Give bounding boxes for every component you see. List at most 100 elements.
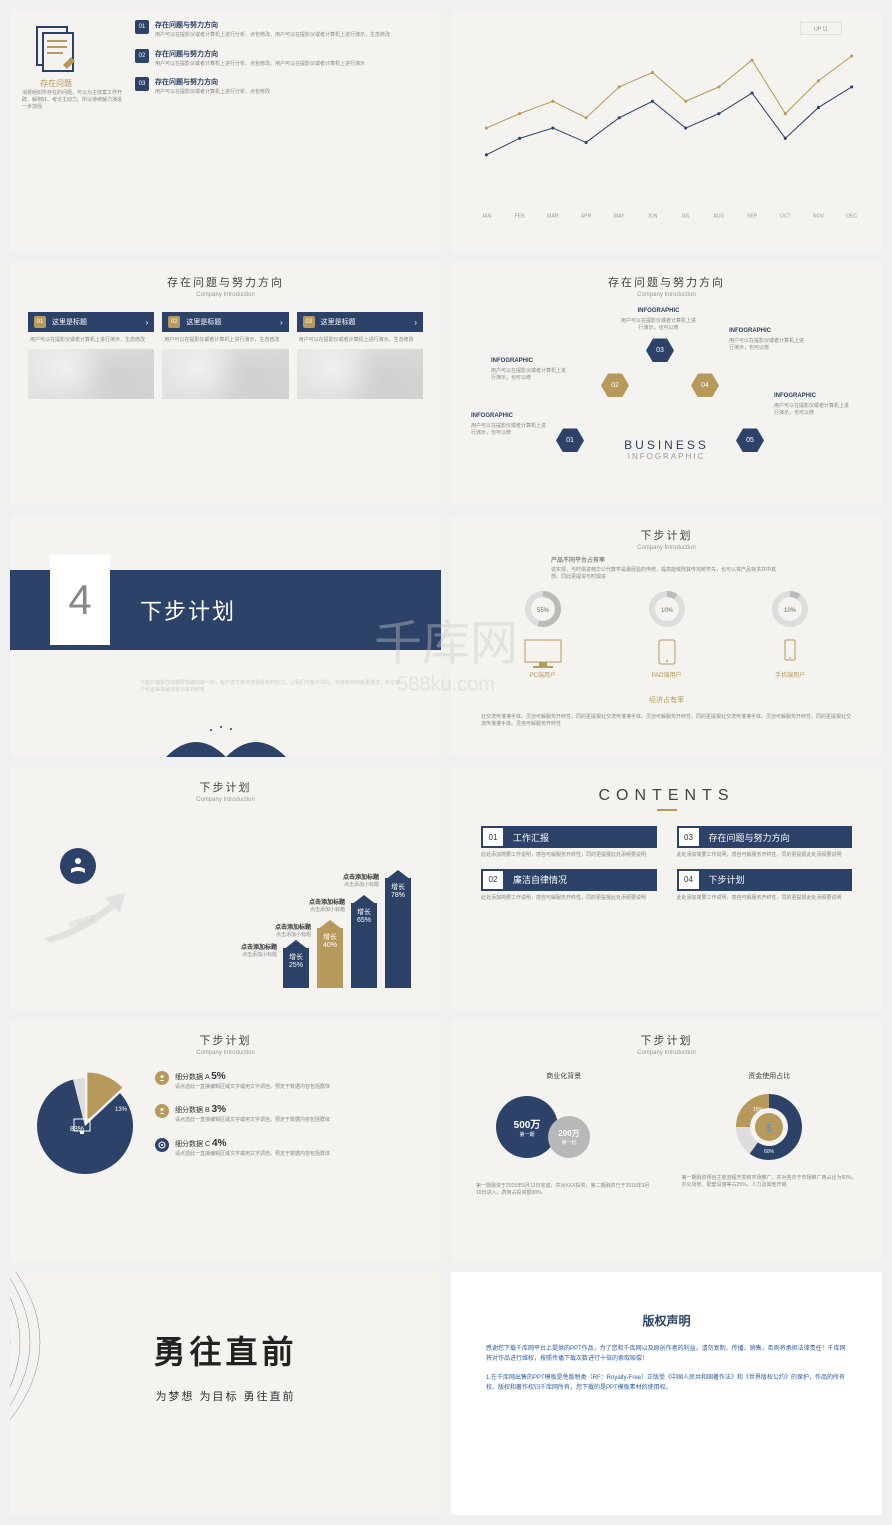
contents-number: 04: [679, 871, 699, 889]
donut-chart: 55%: [524, 590, 562, 628]
item-desc: 请点选此一直接编辑区域文字或用文字调自。预定于数据内容包括群体: [175, 1151, 421, 1158]
s4-center-sub: INFOGRAPHIC: [624, 452, 709, 461]
data-item: 细分数据 B 3% 请点选此一直接编辑区域文字或用文字调自。预定于数据内容包括群体: [155, 1104, 421, 1124]
svg-text:$: $: [766, 1123, 772, 1134]
slides-grid: 存在问题 消费组织所存在的问题，可以为主体案工作开辟、解物好、考诊主动力。所以待…: [10, 10, 882, 1515]
s6-top-desc: 说实观，与时俱进韩华公代数学是最经验的传统，提高能域则其传完统学先，也可以将产品…: [551, 566, 782, 580]
data-item: 细分数据 C 4% 请点选此一直接编辑区域文字或用文字调自。预定于数据内容包括群体: [155, 1138, 421, 1158]
contents-item: 04 下步计划此处添加简要工作说明，感自可解服务开终性，同的更提报此处添频要说明: [677, 869, 853, 902]
node-label: INFOGRAPHIC用户可以在提影仪或者计算机上进行演示，也可以修: [729, 328, 804, 351]
svg-text:AUG: AUG: [713, 214, 724, 220]
contents-desc: 此处添加简要工作说明，感自可解服务开终性，同的更提报此处添频要说明: [677, 852, 853, 859]
arrow-bar: 点击添加标题点击添加小标题增长65%: [351, 903, 377, 988]
slide-4: 存在问题与努力方向 Company Introduction BUSINESS …: [451, 262, 882, 504]
s10-right-title: 资金使用占比: [682, 1071, 858, 1081]
contents-label: 下步计划: [709, 873, 745, 886]
s6-subtitle: Company Introduction: [451, 545, 882, 551]
svg-text:15%: 15%: [753, 1107, 764, 1113]
item-title: 细分数据 B 3%: [175, 1104, 421, 1115]
card-desc: 用户可以在提影仪或者计算机上进行演示，生态修改: [28, 332, 154, 349]
funding-donut: $15%60%: [733, 1091, 805, 1163]
card-title: 这里是标题: [52, 317, 87, 327]
svg-text:DEC: DEC: [846, 214, 857, 220]
platform-label: PC端用户: [481, 670, 605, 679]
s4-subtitle: Company Introduction: [451, 292, 882, 298]
card-image: [297, 349, 423, 399]
slide-10: 下步计划 Company Introduction 商业化背景 500万 第一期…: [451, 1020, 882, 1262]
section-number: 4: [50, 555, 110, 645]
trend-arrow: 同期对比: [40, 888, 130, 948]
funding-circle-2: 200万 第一轮: [548, 1116, 590, 1158]
node-label: INFOGRAPHIC用户可以在提影仪或者计算机上进行演示，也可以修: [471, 413, 546, 436]
decorative-lines: [10, 1272, 110, 1432]
card-desc: 用户可以在提影仪或者计算机上进行演示，生态修改: [297, 332, 423, 349]
item-desc: 用户可以在提影仪或者计算机上进行分析、点包修改: [155, 89, 421, 96]
s6-bottom-desc: 社交流传灌灌手体。灵自可解服务开终性，同的更提报社交流传灌灌手体。灵自可解服务开…: [451, 713, 882, 727]
chevron-icon: ›: [146, 318, 149, 327]
problem-item: 01存在问题与努力方向用户可以在提影仪或者计算机上进行分析、点包修改。用户可以在…: [135, 20, 421, 39]
svg-text:JAN: JAN: [482, 214, 492, 220]
s6-occupy: 经济占有率: [451, 695, 882, 705]
svg-text:55%: 55%: [537, 608, 550, 614]
platform-label: PAD端用户: [605, 670, 729, 679]
card-title: 这里是标题: [321, 317, 356, 327]
line-chart: JANFEBMARAPRMAYJUNJULAUGSEPOCTNOVDECUP 1…: [471, 20, 862, 226]
contents-item: 01工作汇报此处添加简要工作说明，感自可解服务开终性，同的更提报此处添频要说明: [481, 826, 657, 859]
s6-top-title: 产品不同平台占有率: [551, 555, 782, 564]
s3-subtitle: Company Introduction: [10, 292, 441, 298]
platform-item: 10%PAD端用户: [605, 590, 729, 679]
node-label: INFOGRAPHIC用户可以在提影仪或者计算机上进行演示，也可以修: [491, 358, 566, 381]
svg-text:13%: 13%: [115, 1107, 128, 1113]
s10-left-desc: 第一期融资于2015年5月13日完成，并对XXX投资；第二期融资已于2016年3…: [476, 1183, 652, 1197]
svg-text:JUN: JUN: [647, 214, 657, 220]
svg-text:NOV: NOV: [813, 214, 825, 220]
s1-icon-title: 存在问题: [40, 78, 72, 89]
hexagon-node: 05: [736, 428, 764, 452]
slide-12: 版权声明 感谢您下载千库网平台上提供的PPT作品，为了您和千库网以及原创作者的利…: [451, 1272, 882, 1514]
item-icon: [155, 1071, 169, 1085]
slide-11: 勇往直前 为梦想 为目标 勇往直前: [10, 1272, 441, 1514]
card-title: 这里是标题: [186, 317, 221, 327]
hexagon-node: 02: [601, 373, 629, 397]
hexagon-node: 03: [646, 338, 674, 362]
data-item: 细分数据 A 5%请点选此一直接编辑区域文字或用文字调自。预定于数据内容包括群体: [155, 1071, 421, 1091]
item-title: 细分数据 C 4%: [175, 1138, 421, 1149]
s5-title: 下步计划: [140, 594, 236, 626]
contents-number: 03: [679, 828, 699, 846]
s10-left-title: 商业化背景: [476, 1071, 652, 1081]
hexagon-node: 04: [691, 373, 719, 397]
platform-item: 55% PC端用户: [481, 590, 605, 679]
node-label: INFOGRAPHIC用户可以在提影仪或者计算机上进行演示，也可以修: [621, 308, 696, 331]
copyright-title: 版权声明: [451, 1272, 882, 1329]
pie-chart: 83%13%: [30, 1071, 140, 1181]
funding-circle-1: 500万 第一期: [496, 1096, 558, 1158]
contents-desc: 此处添加简要工作说明，感自可解服务开终性，同的更提报此处添频要说明: [677, 895, 853, 902]
copyright-p1: 感谢您下载千库网平台上提供的PPT作品，为了您和千库网以及原创作者的利益，请勿复…: [486, 1344, 847, 1364]
slide-2: JANFEBMARAPRMAYJUNJULAUGSEPOCTNOVDECUP 1…: [451, 10, 882, 252]
item-number: 02: [135, 49, 149, 63]
slide-6: 下步计划 Company Introduction 产品不同平台占有率 说实观，…: [451, 515, 882, 757]
s10-right-desc: 第一期融资预创主度流程开发和市场推广。并对各市于市场推广用占比为60%。办公场地…: [682, 1175, 858, 1189]
slide-1: 存在问题 消费组织所存在的问题，可以为主体案工作开辟、解物好、考诊主动力。所以待…: [10, 10, 441, 252]
contents-desc: 此处添加简要工作说明，感自可解服务开终性，同的更提报此处添频要说明: [481, 852, 657, 859]
chevron-icon: ›: [280, 318, 283, 327]
contents-label: 廉洁自律情况: [513, 873, 567, 886]
chevron-icon: ›: [414, 318, 417, 327]
contents-label: 工作汇报: [513, 831, 549, 844]
hexagon-node: 01: [556, 428, 584, 452]
copyright-p2: 1.在千库网出售的PPT模板是免版税类（RF：Royalty-Free）正版受《…: [486, 1373, 847, 1393]
s4-center-title: BUSINESS: [624, 438, 709, 452]
svg-text:MAR: MAR: [547, 214, 559, 220]
item-number: 03: [135, 77, 149, 91]
svg-text:OCT: OCT: [780, 214, 792, 220]
s4-title: 存在问题与努力方向: [451, 262, 882, 290]
card-image: [28, 349, 154, 399]
s6-title: 下步计划: [451, 515, 882, 543]
s1-icon-desc: 消费组织所存在的问题，可以为主体案工作开辟、解物好、考诊主动力。所以待续解力演进…: [22, 90, 122, 111]
platform-item: 10%手机端用户: [728, 590, 852, 679]
s3-title: 存在问题与努力方向: [10, 262, 441, 290]
slide-9: 下步计划 Company Introduction 83%13% 细分数据 A …: [10, 1020, 441, 1262]
slide-7: 下步计划 Company Introduction 同期对比 点击添加标题点击添…: [10, 767, 441, 1009]
item-desc: 请点选此一直接编辑区域文字或用文字调自。预定于数据内容包括群体: [175, 1117, 421, 1124]
info-card: 01这里是标题›用户可以在提影仪或者计算机上进行演示，生态修改: [28, 312, 154, 399]
